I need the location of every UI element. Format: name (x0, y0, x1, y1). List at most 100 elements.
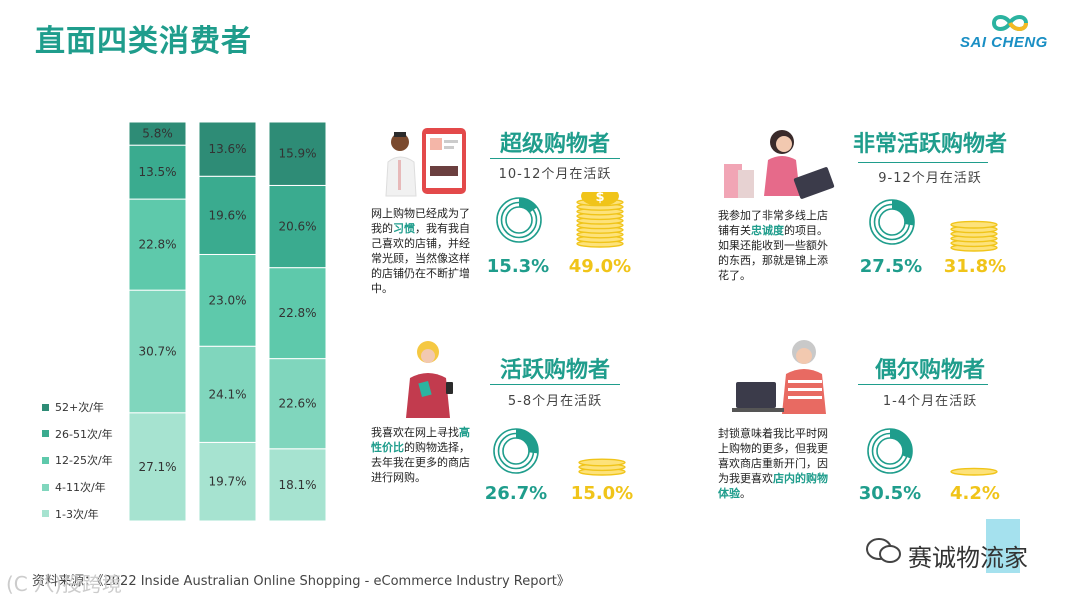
bar-value-label: 22.8% (278, 306, 316, 320)
logo-text: SAI CHENG (960, 34, 1048, 51)
coins-very-active-icon (950, 220, 998, 252)
bar-segment (198, 253, 257, 347)
chart-legend: 52+次/年 26-51次/年 12-25次/年 4-11次/年 1-3次/年 (42, 394, 113, 527)
bar-value-label: 24.1% (208, 387, 246, 401)
watermark-corner: (C 八)投跨境 (6, 572, 122, 596)
donut-label-very-active: 27.5% (859, 256, 923, 277)
card-subtitle-active: 5-8个月在活跃 (507, 394, 603, 409)
coins-super-icon: $ (576, 192, 624, 248)
card-rule-super (490, 158, 620, 159)
card-rule-active (490, 384, 620, 385)
donut-label-occasional: 30.5% (858, 483, 922, 504)
card-title-occasional: 偶尔购物者 (874, 358, 985, 383)
bar-value-label: 19.6% (208, 208, 246, 222)
legend-label: 26-51次/年 (55, 427, 113, 441)
card-subtitle-occasional: 1-4个月在活跃 (882, 394, 978, 409)
coin (950, 467, 998, 476)
person-phone-illustration-icon (385, 128, 466, 197)
bar-value-label: 15.9% (278, 147, 316, 161)
donut-segment (890, 429, 912, 459)
watermark-brand: 赛诚物流家 (908, 544, 1028, 572)
sai-cheng-logo-icon (991, 15, 1029, 31)
bar-segment (268, 448, 327, 522)
bar-segment (268, 267, 327, 360)
person-shopping-illustration-icon (406, 341, 453, 418)
coins-label-very-active: 31.8% (943, 256, 1007, 277)
bar-value-label: 30.7% (138, 344, 176, 358)
bar-segment (198, 441, 257, 522)
donut-inner (876, 437, 904, 465)
bar-value-label: 27.1% (138, 460, 176, 474)
donut-label-active: 26.7% (484, 483, 548, 504)
legend-item: 4-11次/年 (42, 474, 113, 501)
card-quote-active: 我喜欢在网上寻找高性价比的购物选择，去年我在更多的商店进行网购。 (371, 426, 470, 484)
card-quote-very-active: 我参加了非常多线上店铺有关忠诚度的项目。如果还能收到一些额外的东西，那就是锦上添… (718, 209, 828, 282)
bar-value-label: 23.0% (208, 293, 246, 307)
card-subtitle-very-active: 9-12个月在活跃 (878, 171, 982, 186)
coins-active-icon (578, 458, 626, 476)
legend-label: 52+次/年 (55, 401, 104, 415)
coin-top (581, 192, 619, 206)
bar-segment (198, 345, 257, 443)
coins-label-occasional: 4.2% (950, 483, 1000, 504)
donut-super (496, 197, 542, 243)
coin (578, 458, 626, 467)
watermark-box (986, 519, 1020, 573)
legend-swatch (42, 510, 49, 518)
bar-segment (268, 184, 327, 269)
woman-laptop-illustration-icon (724, 130, 835, 199)
legend-item: 26-51次/年 (42, 421, 113, 448)
source-note: 资料来源：《2022 Inside Australian Online Shop… (32, 574, 570, 589)
bar-value-label: 5.8% (142, 127, 173, 141)
page-title: 直面四类消费者 (35, 24, 252, 59)
donut-very-active (869, 199, 915, 245)
bar-segment (268, 121, 327, 186)
coins-label-super: 49.0% (568, 256, 632, 277)
legend-label: 1-3次/年 (55, 507, 99, 521)
bar-segment (268, 358, 327, 450)
card-rule-very-active (858, 162, 988, 163)
card-rule-occasional (858, 384, 988, 385)
coins-occasional-icon (950, 467, 998, 476)
wechat-icon (866, 538, 901, 563)
legend-swatch (42, 430, 49, 438)
donut-occasional (867, 428, 913, 474)
bar-value-label: 22.6% (278, 397, 316, 411)
dollar-sign-icon: $ (595, 192, 604, 205)
bar-segment (128, 121, 187, 146)
legend-item: 52+次/年 (42, 394, 113, 421)
donut-segment (516, 429, 538, 454)
donut-segment (892, 200, 914, 226)
bar-segment (128, 289, 187, 414)
bar-value-label: 22.8% (138, 238, 176, 252)
card-title-super: 超级购物者 (499, 132, 610, 157)
legend-swatch (42, 456, 49, 464)
grandma-laptop-illustration-icon (732, 340, 826, 414)
legend-swatch (42, 483, 49, 491)
legend-swatch (42, 403, 49, 411)
bar-segment (198, 121, 257, 177)
coins-label-active: 15.0% (570, 483, 634, 504)
legend-label: 4-11次/年 (55, 481, 106, 495)
legend-item: 1-3次/年 (42, 500, 113, 527)
card-quote-super: 网上购物已经成为了我的习惯，我有我自己喜欢的店铺，并经常光顾，当然像这样的店铺仍… (371, 207, 470, 295)
donut-label-super: 15.3% (486, 256, 550, 277)
legend-label: 12-25次/年 (55, 454, 113, 468)
card-quote-occasional: 封锁意味着我比平时网上购物的更多，但我更喜欢商店重新开门，因为我更喜欢店内的购物… (718, 427, 828, 500)
card-subtitle-super: 10-12个月在活跃 (498, 167, 612, 182)
card-title-very-active: 非常活跃购物者 (852, 132, 1007, 157)
donut-inner (502, 437, 530, 465)
donut-inner (505, 206, 533, 234)
bar-segment (128, 144, 187, 200)
bar-value-label: 18.1% (278, 478, 316, 492)
coin (950, 220, 998, 229)
bar-value-label: 13.5% (138, 165, 176, 179)
card-title-active: 活跃购物者 (499, 358, 610, 383)
donut-segment (519, 198, 538, 213)
legend-item: 12-25次/年 (42, 447, 113, 474)
bar-value-label: 13.6% (208, 142, 246, 156)
bar-value-label: 20.6% (278, 220, 316, 234)
bar-segment (128, 198, 187, 291)
donut-active (493, 428, 539, 474)
